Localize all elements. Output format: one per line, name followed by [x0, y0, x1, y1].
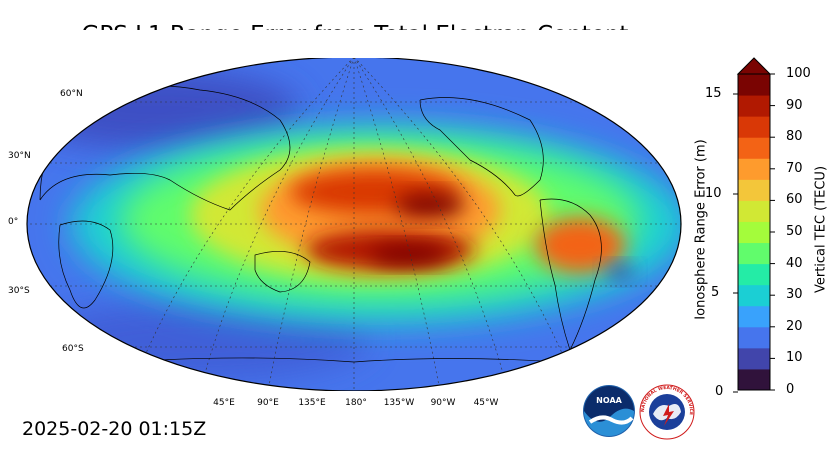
lon-label-135e: 135°E	[298, 398, 326, 408]
tec-tick-label: 10	[786, 350, 803, 366]
lon-label-90e: 90°E	[257, 398, 279, 408]
colorbar-extend-arrow	[736, 57, 772, 75]
lat-label-0: 0°	[8, 217, 19, 227]
range-error-tick-0: 0	[715, 384, 724, 399]
tec-americas	[535, 217, 625, 273]
tec-tick-label: 20	[786, 318, 803, 334]
graticule	[27, 57, 681, 391]
lon-label-180: 180°	[345, 398, 367, 408]
nws-logo: NATIONAL WEATHER SERVICE	[639, 384, 695, 440]
range-error-axis-title: Ionosphere Range Error (m)	[693, 139, 709, 320]
tec-crest-north-core	[395, 193, 465, 217]
tec-tick-label: 80	[786, 129, 803, 145]
colorbar-band	[738, 95, 770, 117]
tec-tick-label: 40	[786, 255, 803, 271]
tec-axis-title: Vertical TEC (TECU)	[813, 165, 829, 294]
tec-dip	[606, 264, 634, 280]
lat-label-60n: 60°N	[60, 89, 83, 99]
noaa-logo-text: NOAA	[596, 396, 622, 405]
tec-tick-label: 60	[786, 192, 803, 208]
colorbar-band	[738, 347, 770, 370]
tec-tick-label: 0	[786, 382, 795, 397]
lat-label-60s: 60°S	[62, 344, 84, 354]
tec-tick-label: 70	[786, 160, 803, 176]
lon-label-135w: 135°W	[383, 398, 415, 408]
colorbar-band	[738, 221, 770, 244]
lat-label-30s: 30°S	[8, 286, 30, 296]
lon-label-45e: 45°E	[213, 398, 235, 408]
colorbar-band	[738, 263, 770, 286]
valid-time: 2025-02-20 01:15Z	[22, 418, 207, 440]
colorbar-band	[738, 137, 770, 159]
colorbar-band	[738, 179, 770, 201]
colorbar-band	[738, 284, 770, 307]
range-error-tick-10: 10	[705, 186, 722, 201]
lat-label-30n: 30°N	[8, 151, 31, 161]
coastlines	[39, 85, 602, 363]
tec-tick-label: 90	[786, 97, 803, 113]
colorbar-band	[738, 158, 770, 180]
tec-world-map	[26, 56, 682, 392]
range-error-tick-5: 5	[711, 285, 720, 300]
colorbar-band	[738, 368, 770, 391]
noaa-logo: NOAA	[583, 385, 635, 437]
tec-tick-label: 100	[786, 66, 811, 81]
colorbar	[690, 56, 832, 400]
colorbar-graphic	[733, 57, 775, 393]
colorbar-band	[738, 200, 770, 222]
colorbar-band	[738, 242, 770, 265]
tec-tick-label: 30	[786, 287, 803, 303]
lon-label-45w: 45°W	[473, 398, 499, 408]
colorbar-band	[738, 305, 770, 328]
colorbar-band	[738, 74, 770, 96]
range-error-tick-15: 15	[705, 86, 722, 101]
colorbar-band	[738, 326, 770, 349]
colorbar-band	[738, 116, 770, 138]
tec-tick-label: 50	[786, 224, 803, 239]
lon-label-90w: 90°W	[430, 398, 456, 408]
